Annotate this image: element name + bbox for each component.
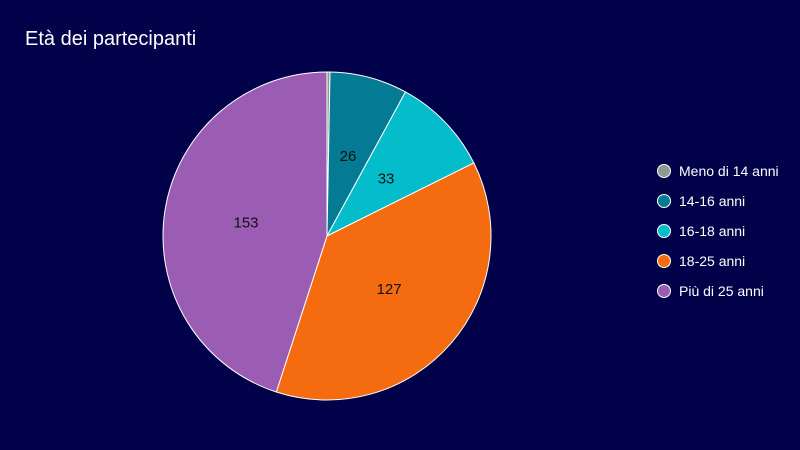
legend-swatch: [657, 194, 671, 208]
legend-label: Più di 25 anni: [679, 283, 764, 299]
legend-label: 14-16 anni: [679, 193, 746, 209]
legend-item[interactable]: 16-18 anni: [657, 216, 779, 246]
pie-slice-4[interactable]: [275, 162, 492, 401]
legend-swatch: [657, 164, 671, 178]
legend-item[interactable]: Più di 25 anni: [657, 276, 779, 306]
legend-label: 18-25 anni: [679, 253, 746, 269]
legend-item[interactable]: Meno di 14 anni: [657, 156, 779, 186]
slice-value-label: 127: [377, 281, 402, 298]
legend: Meno di 14 anni 14-16 anni 16-18 anni 18-25…: [657, 156, 779, 306]
legend-label: Meno di 14 anni: [679, 163, 779, 179]
legend-swatch: [657, 224, 671, 238]
legend-item[interactable]: 14-16 anni: [657, 186, 779, 216]
slice-value-label: 26: [340, 148, 357, 165]
legend-swatch: [657, 254, 671, 268]
pie-slice-5[interactable]: [162, 71, 328, 393]
slice-value-label: 33: [378, 171, 395, 188]
slice-value-label: 153: [233, 215, 258, 232]
chart-title: Età dei partecipanti: [25, 28, 197, 50]
legend-item[interactable]: 18-25 anni: [657, 246, 779, 276]
legend-label: 16-18 anni: [679, 223, 746, 239]
pie-slice-3[interactable]: [325, 91, 475, 238]
legend-swatch: [657, 284, 671, 298]
